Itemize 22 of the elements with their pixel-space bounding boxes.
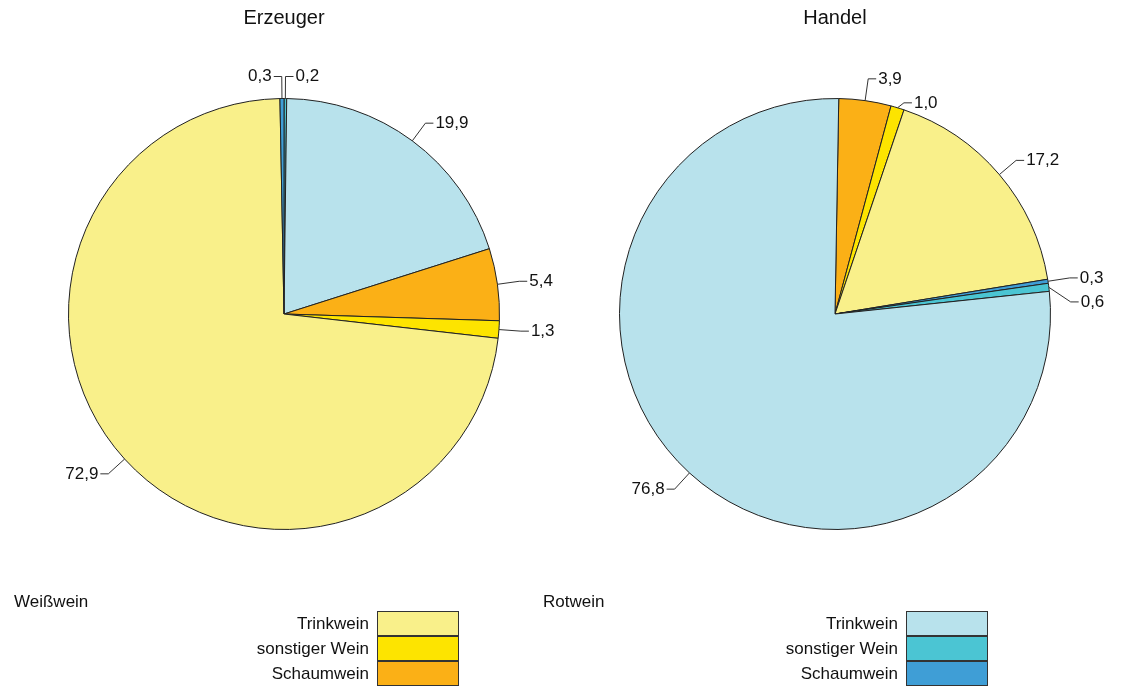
legend-label: Schaumwein [800,664,898,684]
data-label: 0,3 [1079,267,1104,287]
chart-title: Handel [802,6,868,29]
legend-label: sonstiger Wein [785,639,898,659]
data-label: 1,3 [530,320,555,340]
chart-title: Erzeuger [242,6,326,29]
legend-label: sonstiger Wein [256,639,369,659]
legend-label: Trinkwein [825,614,898,634]
data-label: 5,4 [529,270,553,290]
legend-label: Schaumwein [271,664,369,684]
data-label: 72,9 [65,463,99,483]
legend-label: Trinkwein [296,614,369,634]
legend-title: Rotwein [543,592,605,612]
data-label: 0,2 [295,66,320,86]
data-label: 1,0 [913,92,938,112]
data-label: 19,9 [435,112,469,132]
data-label: 17,2 [1026,150,1060,170]
data-label: 0,3 [248,66,272,86]
legend-title: Weißwein [14,592,89,612]
data-label: 3,9 [878,68,902,88]
data-label: 0,6 [1080,291,1105,311]
data-label: 76,8 [631,478,665,498]
